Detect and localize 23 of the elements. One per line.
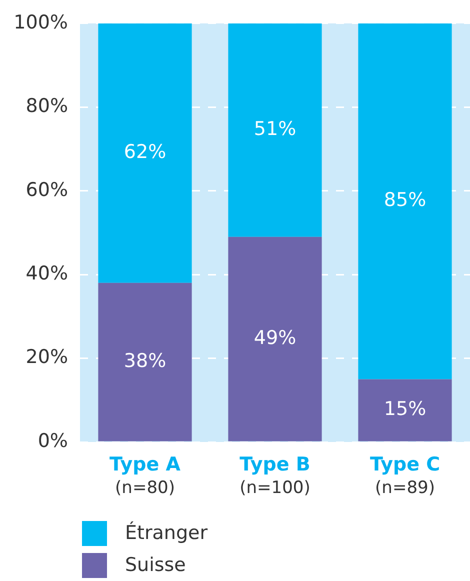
y-tick-label: 40%: [26, 262, 68, 284]
legend-label: Suisse: [125, 554, 186, 576]
x-tick-label: Type C (n=89): [370, 453, 440, 498]
x-tick-label: Type B (n=100): [240, 453, 310, 498]
y-tick-label: 0%: [38, 430, 68, 452]
data-label: 62%: [124, 141, 166, 164]
bar: [228, 236, 322, 442]
bar: [358, 23, 452, 380]
data-label: 49%: [254, 327, 296, 350]
y-tick-label: 80%: [26, 95, 68, 118]
data-label: 85%: [384, 189, 426, 212]
y-tick-label: 60%: [26, 178, 68, 201]
legend-label: Étranger: [125, 522, 208, 544]
data-label: 51%: [254, 118, 296, 140]
bar: [98, 282, 192, 442]
bar: [98, 23, 192, 283]
y-tick-label: 20%: [26, 346, 68, 368]
bar: [228, 23, 322, 237]
data-label: 15%: [384, 398, 426, 420]
y-tick-label: 100%: [14, 11, 68, 34]
x-tick-label: Type A (n=80): [110, 453, 181, 498]
data-label: 38%: [124, 350, 166, 372]
bar: [358, 379, 452, 442]
